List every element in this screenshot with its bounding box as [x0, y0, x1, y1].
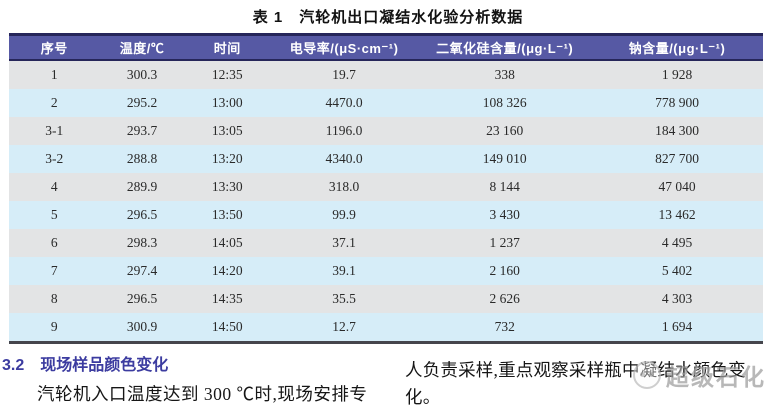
- table-cell: 289.9: [99, 173, 185, 201]
- table-cell: 4470.0: [269, 89, 419, 117]
- table-cell: 318.0: [269, 173, 419, 201]
- table-cell: 6: [9, 229, 100, 257]
- table-body: 1 300.3 12:35 19.7 338 1 928 2 295.2 13:00 4470.0…: [9, 60, 763, 344]
- table-cell: 3-2: [9, 145, 100, 173]
- table-cell: 296.5: [99, 285, 185, 313]
- table-cell: 4: [9, 173, 100, 201]
- table-row: 5 296.5 13:50 99.9 3 430 13 462: [9, 201, 763, 229]
- table-cell: 19.7: [269, 60, 419, 89]
- analysis-data-table: 序号 温度/℃ 时间 电导率/(μS·cm⁻¹) 二氧化硅含量/(μg·L⁻¹)…: [9, 33, 763, 344]
- table-cell: 13:30: [184, 173, 270, 201]
- column-header-time: 时间: [184, 33, 270, 61]
- table-cell: 47 040: [591, 173, 763, 201]
- table-cell: 1 237: [418, 229, 592, 257]
- table-cell: 7: [9, 257, 100, 285]
- table-cell: 2: [9, 89, 100, 117]
- paragraph-right-line1: 人负责采样,重点观察采样瓶中凝结水颜色变化。: [405, 360, 746, 407]
- right-text-column: 人负责采样,重点观察采样瓶中凝结水颜色变化。 根据其他炼厂实际操作经验,凝结水颜…: [390, 355, 776, 413]
- table-cell: 1196.0: [269, 117, 419, 145]
- table-cell: 300.9: [99, 313, 185, 344]
- table-cell: 778 900: [591, 89, 763, 117]
- section-title: 现场样品颜色变化: [40, 357, 169, 374]
- table-cell: 14:05: [184, 229, 270, 257]
- table-cell: 1 928: [591, 60, 763, 89]
- table-cell: 14:35: [184, 285, 270, 313]
- table-cell: 293.7: [99, 117, 185, 145]
- table-cell: 184 300: [591, 117, 763, 145]
- table-cell: 39.1: [269, 257, 419, 285]
- column-header-silica: 二氧化硅含量/(μg·L⁻¹): [418, 33, 592, 61]
- table-cell: 288.8: [99, 145, 185, 173]
- table-cell: 13:20: [184, 145, 270, 173]
- table-cell: 1 694: [591, 313, 763, 344]
- table-cell: 13:05: [184, 117, 270, 145]
- table-cell: 4340.0: [269, 145, 419, 173]
- table-cell: 4 303: [591, 285, 763, 313]
- table-cell: 2 626: [418, 285, 592, 313]
- table-cell: 1: [9, 60, 100, 89]
- table-cell: 2 160: [418, 257, 592, 285]
- table-header-row: 序号 温度/℃ 时间 电导率/(μS·cm⁻¹) 二氧化硅含量/(μg·L⁻¹)…: [9, 33, 763, 61]
- table-cell: 3 430: [418, 201, 592, 229]
- table-cell: 99.9: [269, 201, 419, 229]
- table-cell: 4 495: [591, 229, 763, 257]
- table-cell: 827 700: [591, 145, 763, 173]
- table-cell: 23 160: [418, 117, 592, 145]
- table-row: 4 289.9 13:30 318.0 8 144 47 040: [9, 173, 763, 201]
- table-cell: 149 010: [418, 145, 592, 173]
- table-cell: 8 144: [418, 173, 592, 201]
- table-row: 8 296.5 14:35 35.5 2 626 4 303: [9, 285, 763, 313]
- table-cell: 37.1: [269, 229, 419, 257]
- table-cell: 338: [418, 60, 592, 89]
- table-cell: 3-1: [9, 117, 100, 145]
- table-cell: 13 462: [591, 201, 763, 229]
- table-cell: 5: [9, 201, 100, 229]
- table-cell: 297.4: [99, 257, 185, 285]
- table-row: 7 297.4 14:20 39.1 2 160 5 402: [9, 257, 763, 285]
- table-cell: 12:35: [184, 60, 270, 89]
- table-header: 序号 温度/℃ 时间 电导率/(μS·cm⁻¹) 二氧化硅含量/(μg·L⁻¹)…: [9, 33, 763, 61]
- table-caption: 表 1 汽轮机出口凝结水化验分析数据: [252, 9, 524, 26]
- table-row: 3-1 293.7 13:05 1196.0 23 160 184 300: [9, 117, 763, 145]
- table-cell: 5 402: [591, 257, 763, 285]
- section-number: 3.2: [2, 357, 25, 374]
- table-row: 2 295.2 13:00 4470.0 108 326 778 900: [9, 89, 763, 117]
- column-header-temperature: 温度/℃: [99, 33, 185, 61]
- paragraph-left: 汽轮机入口温度达到 300 ℃时,现场安排专: [37, 384, 368, 404]
- section-heading: 3.2 现场样品颜色变化: [2, 355, 390, 377]
- table-cell: 35.5: [269, 285, 419, 313]
- column-header-conductivity: 电导率/(μS·cm⁻¹): [269, 33, 419, 61]
- table-cell: 108 326: [418, 89, 592, 117]
- table-row: 9 300.9 14:50 12.7 732 1 694: [9, 313, 763, 344]
- table-row: 6 298.3 14:05 37.1 1 237 4 495: [9, 229, 763, 257]
- column-header-sodium: 钠含量/(μg·L⁻¹): [591, 33, 763, 61]
- table-cell: 732: [418, 313, 592, 344]
- table-cell: 13:00: [184, 89, 270, 117]
- table-cell: 14:50: [184, 313, 270, 344]
- table-cell: 12.7: [269, 313, 419, 344]
- table-cell: 13:50: [184, 201, 270, 229]
- table-cell: 9: [9, 313, 100, 344]
- table-cell: 295.2: [99, 89, 185, 117]
- column-header-index: 序号: [9, 33, 100, 61]
- table-row: 3-2 288.8 13:20 4340.0 149 010 827 700: [9, 145, 763, 173]
- bottom-text-section: 3.2 现场样品颜色变化 汽轮机入口温度达到 300 ℃时,现场安排专 人负责采样…: [0, 355, 776, 413]
- table-cell: 300.3: [99, 60, 185, 89]
- table-cell: 296.5: [99, 201, 185, 229]
- table-cell: 14:20: [184, 257, 270, 285]
- table-cell: 298.3: [99, 229, 185, 257]
- table-row: 1 300.3 12:35 19.7 338 1 928: [9, 60, 763, 89]
- table-cell: 8: [9, 285, 100, 313]
- left-text-column: 3.2 现场样品颜色变化 汽轮机入口温度达到 300 ℃时,现场安排专: [0, 355, 390, 413]
